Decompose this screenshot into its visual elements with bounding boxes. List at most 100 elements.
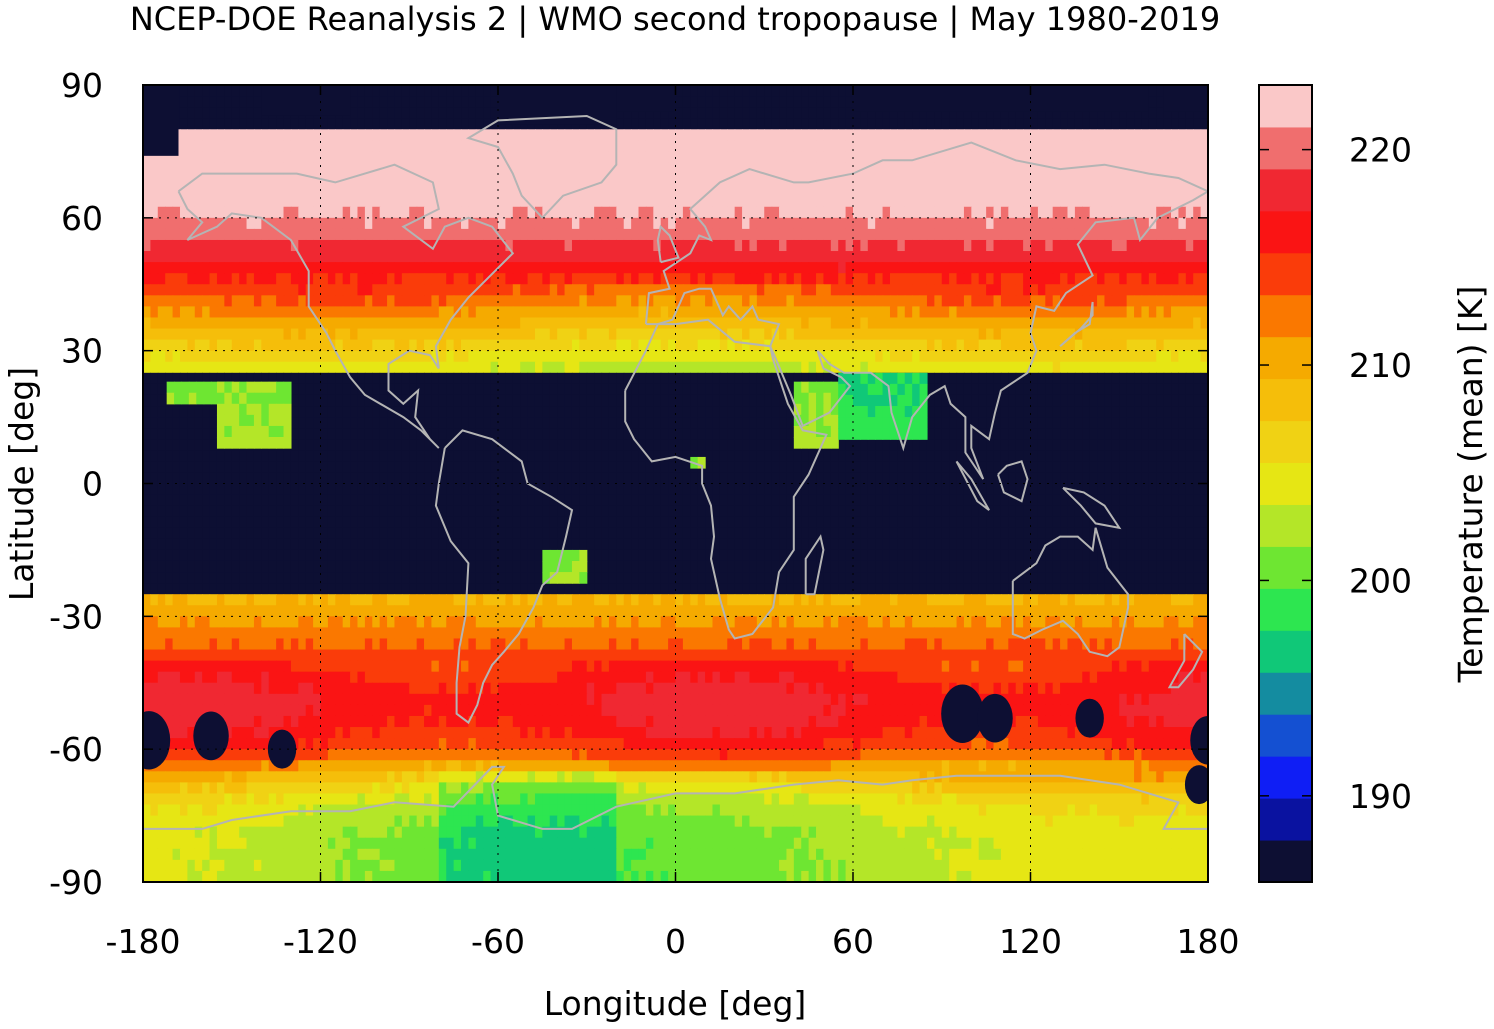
heatmap-cell <box>1008 417 1017 429</box>
heatmap-cell <box>897 295 906 307</box>
heatmap-cell <box>327 417 336 429</box>
heatmap-cell <box>202 195 211 208</box>
heatmap-cell <box>853 295 861 307</box>
heatmap-cell <box>1193 107 1202 119</box>
heatmap-cell <box>1000 383 1009 396</box>
heatmap-cell <box>253 461 262 474</box>
heatmap-cell <box>475 85 484 97</box>
heatmap-cell <box>283 228 292 241</box>
heatmap-cell <box>453 239 462 252</box>
heatmap-cell <box>867 295 876 307</box>
heatmap-cell <box>734 107 743 119</box>
heatmap-cell <box>313 383 322 396</box>
heatmap-cell <box>438 306 447 319</box>
heatmap-cell <box>660 195 669 208</box>
heatmap-cell <box>1111 173 1120 186</box>
heatmap-cell <box>705 217 714 230</box>
heatmap-cell <box>1089 350 1098 363</box>
heatmap-cell <box>1148 306 1157 319</box>
heatmap-cell <box>779 162 788 175</box>
heatmap-cell <box>771 339 780 352</box>
heatmap-cell <box>512 417 521 429</box>
heatmap-cell <box>638 339 647 352</box>
heatmap-cell <box>749 262 758 274</box>
heatmap-cell <box>357 417 366 429</box>
heatmap-cell <box>1111 118 1120 130</box>
heatmap-cell <box>1193 339 1202 352</box>
heatmap-cell <box>564 228 573 241</box>
heatmap-cell <box>904 439 913 451</box>
heatmap-cell <box>1134 306 1143 319</box>
heatmap-cell <box>838 306 847 319</box>
heatmap-cell <box>1015 140 1024 153</box>
heatmap-cell <box>534 394 543 407</box>
heatmap-cell <box>313 417 322 429</box>
heatmap-cell <box>239 85 248 97</box>
heatmap-cell <box>253 284 262 296</box>
heatmap-cell <box>394 151 403 164</box>
heatmap-cell <box>690 417 699 429</box>
heatmap-cell <box>350 239 359 252</box>
heatmap-cell <box>446 428 455 440</box>
heatmap-cell <box>327 383 336 396</box>
heatmap-cell <box>742 129 751 141</box>
heatmap-cell <box>853 361 861 374</box>
heatmap-cell <box>231 251 240 263</box>
heatmap-cell <box>261 217 270 230</box>
heatmap-cell <box>675 295 684 307</box>
heatmap-cell <box>172 372 181 385</box>
heatmap-cell <box>239 361 248 374</box>
heatmap-cell <box>446 383 455 396</box>
heatmap-cell <box>475 118 484 130</box>
heatmap-cell <box>350 361 359 374</box>
heatmap-cell <box>653 129 662 141</box>
heatmap-cell <box>1156 295 1165 307</box>
heatmap-cell <box>157 273 166 285</box>
heatmap-cell <box>246 85 255 97</box>
heatmap-cell <box>608 151 617 164</box>
heatmap-cell <box>335 361 344 374</box>
heatmap-cell <box>616 151 625 164</box>
heatmap-cell <box>971 217 980 230</box>
heatmap-cell <box>941 140 950 153</box>
heatmap-cell <box>912 195 921 208</box>
heatmap-cell <box>1037 317 1046 330</box>
heatmap-cell <box>246 295 255 307</box>
heatmap-cell <box>1126 372 1135 385</box>
heatmap-cell <box>971 262 980 274</box>
heatmap-cell <box>446 450 455 462</box>
heatmap-cell <box>801 262 810 274</box>
heatmap-cell <box>1156 206 1165 219</box>
heatmap-cell <box>283 206 292 219</box>
heatmap-cell <box>490 129 499 141</box>
heatmap-cell <box>734 461 743 474</box>
heatmap-cell <box>1119 439 1128 451</box>
heatmap-cell <box>298 306 307 319</box>
heatmap-cell <box>387 417 396 429</box>
heatmap-cell <box>986 162 995 175</box>
heatmap-cell <box>793 206 802 219</box>
heatmap-cell <box>571 262 580 274</box>
heatmap-cell <box>956 129 965 141</box>
heatmap-cell <box>571 394 580 407</box>
heatmap-cell <box>719 239 728 252</box>
heatmap-cell <box>727 328 736 341</box>
heatmap-cell <box>542 350 551 363</box>
heatmap-cell <box>209 372 218 385</box>
heatmap-cell <box>564 328 573 341</box>
heatmap-cell <box>416 251 425 263</box>
heatmap-cell <box>564 262 573 274</box>
heatmap-cell <box>364 162 373 175</box>
heatmap-cell <box>290 339 299 352</box>
heatmap-cell <box>594 383 603 396</box>
heatmap-cell <box>290 417 299 429</box>
heatmap-cell <box>379 151 388 164</box>
heatmap-cell <box>749 162 758 175</box>
heatmap-cell <box>187 239 196 252</box>
heatmap-cell <box>453 85 462 97</box>
heatmap-cell <box>616 262 625 274</box>
heatmap-cell <box>512 140 521 153</box>
heatmap-cell <box>157 417 166 429</box>
heatmap-cell <box>1052 239 1061 252</box>
heatmap-cell <box>631 372 640 385</box>
